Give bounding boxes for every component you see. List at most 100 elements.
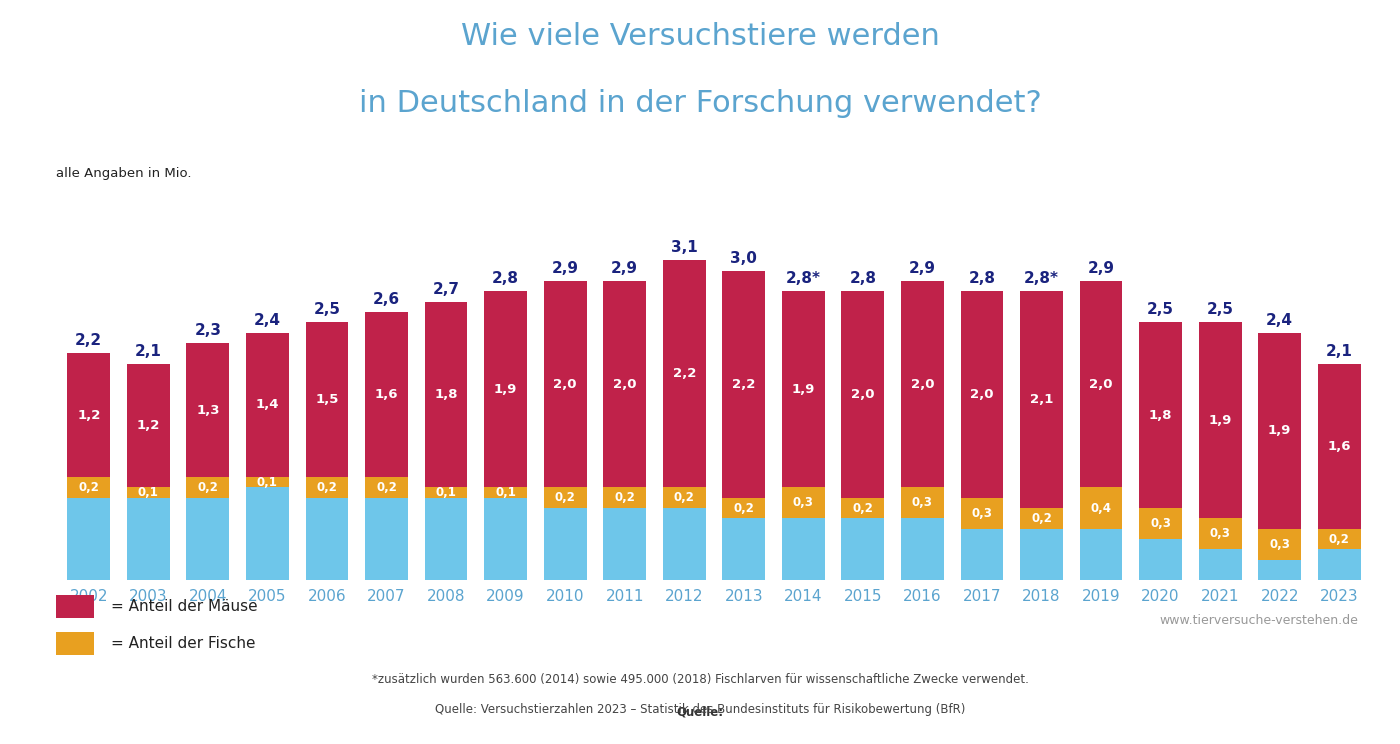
Bar	[841, 498, 885, 519]
Bar	[781, 487, 825, 519]
Text: 2,5: 2,5	[1207, 302, 1233, 317]
Text: 0,3: 0,3	[1270, 538, 1291, 551]
Text: 0,2: 0,2	[78, 481, 99, 494]
Text: 0,2: 0,2	[1329, 533, 1350, 545]
Text: 1,2: 1,2	[137, 419, 160, 432]
Text: 2,7: 2,7	[433, 282, 459, 297]
Bar	[841, 292, 885, 498]
Text: 0,1: 0,1	[496, 486, 517, 499]
Bar	[305, 322, 349, 477]
Bar	[1140, 539, 1182, 580]
Bar	[902, 281, 944, 487]
Text: 2,4: 2,4	[1266, 312, 1294, 327]
Bar	[1198, 549, 1242, 580]
Bar	[1021, 508, 1063, 529]
Bar	[186, 343, 230, 477]
Text: 2,2: 2,2	[76, 333, 102, 348]
Text: 0,3: 0,3	[911, 496, 932, 510]
Text: 2,0: 2,0	[910, 378, 934, 391]
Bar	[722, 498, 766, 519]
Bar	[127, 487, 169, 498]
Bar	[365, 477, 407, 498]
Text: 2,8: 2,8	[850, 272, 876, 286]
Text: 3,1: 3,1	[671, 240, 697, 255]
Text: 1,3: 1,3	[196, 403, 220, 417]
Bar	[1317, 364, 1361, 529]
Bar	[127, 364, 169, 487]
Bar	[1021, 292, 1063, 508]
Text: 2,0: 2,0	[1089, 378, 1113, 391]
Text: 2,1: 2,1	[1030, 394, 1053, 406]
Bar	[424, 487, 468, 498]
Bar	[186, 477, 230, 498]
Text: 0,2: 0,2	[377, 481, 398, 494]
Bar	[1259, 529, 1301, 559]
Bar	[1259, 333, 1301, 529]
Text: 1,4: 1,4	[256, 399, 279, 411]
Text: 1,8: 1,8	[434, 388, 458, 401]
Bar	[1317, 529, 1361, 549]
FancyBboxPatch shape	[56, 595, 94, 618]
Bar	[781, 292, 825, 487]
Text: 1,9: 1,9	[791, 383, 815, 396]
Bar	[484, 292, 526, 487]
Text: 2,3: 2,3	[195, 323, 221, 338]
Text: in Deutschland in der Forschung verwendet?: in Deutschland in der Forschung verwende…	[358, 89, 1042, 118]
Text: 0,2: 0,2	[615, 491, 636, 504]
Text: 0,1: 0,1	[258, 476, 277, 489]
Text: Quelle: Versuchstierzahlen 2023 – Statistik des Bundesinstituts für Risikobewert: Quelle: Versuchstierzahlen 2023 – Statis…	[435, 703, 965, 716]
Bar	[543, 487, 587, 508]
Bar	[246, 477, 288, 487]
Text: 1,9: 1,9	[1208, 414, 1232, 427]
Text: 1,2: 1,2	[77, 408, 101, 422]
Bar	[603, 487, 647, 508]
Bar	[365, 498, 407, 580]
Text: 2,5: 2,5	[1147, 302, 1175, 317]
Bar	[543, 508, 587, 580]
Bar	[722, 519, 766, 580]
Text: 1,9: 1,9	[494, 383, 517, 396]
Bar	[1259, 559, 1301, 580]
Bar	[127, 498, 169, 580]
Bar	[781, 519, 825, 580]
Bar	[662, 260, 706, 487]
Bar	[1079, 281, 1123, 487]
Bar	[662, 487, 706, 508]
Text: alle Angaben in Mio.: alle Angaben in Mio.	[56, 167, 192, 180]
Text: 0,2: 0,2	[1030, 512, 1051, 525]
Text: 0,3: 0,3	[1151, 517, 1170, 530]
Text: 0,2: 0,2	[316, 481, 337, 494]
Bar	[1198, 322, 1242, 519]
Bar	[902, 487, 944, 519]
Text: 2,8: 2,8	[491, 272, 519, 286]
Bar	[67, 353, 111, 477]
Bar	[67, 477, 111, 498]
Bar	[186, 498, 230, 580]
Text: = Anteil der Fische: = Anteil der Fische	[112, 636, 256, 651]
Text: = Anteil der Mäuse: = Anteil der Mäuse	[112, 599, 258, 614]
Text: 0,2: 0,2	[554, 491, 575, 504]
Bar	[246, 487, 288, 580]
Bar	[662, 508, 706, 580]
Bar	[1198, 519, 1242, 549]
Bar	[902, 519, 944, 580]
Bar	[960, 529, 1004, 580]
Bar	[246, 333, 288, 477]
Text: Wie viele Versuchstiere werden: Wie viele Versuchstiere werden	[461, 22, 939, 51]
Text: 2,1: 2,1	[1326, 344, 1352, 359]
Text: 2,6: 2,6	[372, 292, 400, 307]
Bar	[305, 498, 349, 580]
Bar	[960, 292, 1004, 498]
Text: 0,2: 0,2	[853, 501, 874, 515]
Text: 3,0: 3,0	[731, 251, 757, 266]
Text: 0,2: 0,2	[197, 481, 218, 494]
Bar	[1140, 508, 1182, 539]
Text: 2,0: 2,0	[613, 378, 637, 391]
Text: 0,1: 0,1	[435, 486, 456, 499]
Text: 2,2: 2,2	[732, 378, 756, 391]
Text: 0,1: 0,1	[137, 486, 158, 499]
Bar	[365, 312, 407, 477]
Text: 2,4: 2,4	[253, 312, 281, 327]
Text: 2,5: 2,5	[314, 302, 340, 317]
Bar	[960, 498, 1004, 529]
